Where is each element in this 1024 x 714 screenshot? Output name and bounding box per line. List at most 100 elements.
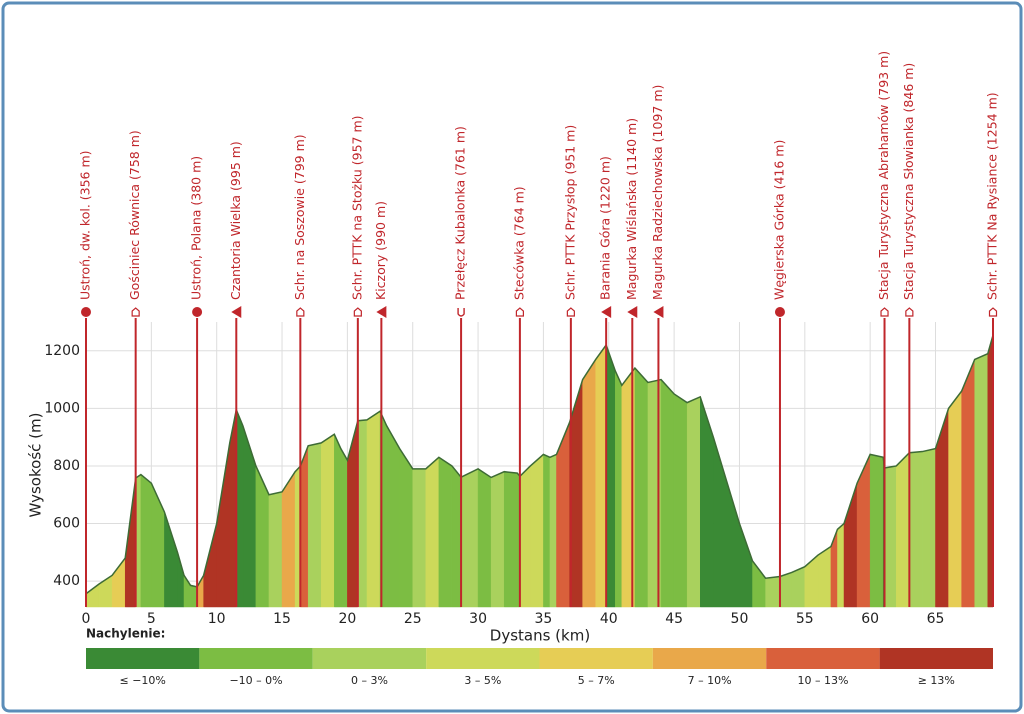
waypoint-marker <box>566 307 575 317</box>
x-tick-label: 25 <box>404 611 422 627</box>
x-tick-label: 5 <box>147 611 156 627</box>
waypoint-marker <box>774 307 785 317</box>
slope-segment <box>399 447 413 608</box>
legend-label: 5 – 7% <box>578 674 615 687</box>
x-tick-label: 65 <box>927 611 945 627</box>
slope-segment <box>837 522 845 608</box>
waypoint-label: Kiczory (990 m) <box>373 201 388 300</box>
waypoint-marker <box>988 307 998 317</box>
slope-segment <box>673 393 688 608</box>
legend-label: −10 – 0% <box>229 674 282 687</box>
legend-swatch <box>766 648 880 669</box>
waypoint-label: Węgierska Górka (416 m) <box>771 140 786 300</box>
waypoint-marker <box>231 306 242 318</box>
slope-segment <box>438 456 453 608</box>
slope-segment <box>490 471 505 608</box>
slope-segment <box>634 367 649 608</box>
legend-label: 7 – 10% <box>688 674 732 687</box>
waypoint-label: Stacja Turystyczna Abrahamów (793 m) <box>876 51 891 300</box>
legend-swatch <box>426 648 540 669</box>
waypoint-label: Schr. PTTK Przysłop (951 m) <box>562 125 577 300</box>
y-tick-label: 600 <box>53 516 80 532</box>
waypoint-marker <box>457 308 465 317</box>
y-tick-label: 1200 <box>44 343 80 359</box>
slope-segment <box>693 396 701 608</box>
waypoint-label: Ustroń, Polana (380 m) <box>189 156 204 300</box>
waypoint-marker <box>296 307 305 317</box>
waypoint-label: Magurka Radziechowska (1097 m) <box>650 85 665 300</box>
waypoint-marker <box>353 307 362 317</box>
legend-swatch <box>199 648 313 669</box>
legend-label: 10 – 13% <box>797 674 848 687</box>
slope-segment <box>660 378 675 608</box>
x-axis-label: Dystans (km) <box>490 627 590 645</box>
slope-segment <box>460 468 479 608</box>
waypoint-marker <box>376 306 387 318</box>
slope-segment <box>519 465 531 608</box>
slope-segment <box>451 465 462 608</box>
slope-segment <box>140 474 152 608</box>
slope-segment <box>791 566 806 608</box>
slope-segment <box>595 344 607 608</box>
legend-swatch <box>312 648 427 669</box>
x-tick-label: 40 <box>600 611 618 627</box>
slope-segment <box>549 454 557 608</box>
slope-segment <box>307 442 322 608</box>
slope-segment <box>281 470 296 608</box>
waypoint-label: Magurka Wiślańska (1140 m) <box>624 118 639 300</box>
slope-segment <box>425 456 440 608</box>
waypoint-marker <box>601 306 612 318</box>
y-tick-label: 400 <box>53 573 80 589</box>
waypoint-marker <box>81 307 91 317</box>
y-axis-label: Wysokość (m) <box>27 413 45 518</box>
slope-segment <box>909 451 923 608</box>
slope-segment <box>922 448 936 608</box>
waypoint-marker <box>515 307 524 317</box>
waypoint-label: Ustroń, dw. kol. (356 m) <box>78 150 93 300</box>
y-tick-label: 1000 <box>44 400 80 416</box>
waypoint-label: Schr. na Soszowie (799 m) <box>292 134 307 300</box>
waypoint-label: Barania Góra (1220 m) <box>598 156 613 300</box>
slope-segment <box>340 447 348 608</box>
waypoint-label: Gościniec Równica (758 m) <box>127 130 142 300</box>
slope-segment <box>817 546 832 608</box>
slope-segment <box>605 344 616 608</box>
slope-segment <box>334 434 342 608</box>
slope-segment <box>974 353 989 608</box>
legend-swatch <box>652 648 767 669</box>
slope-segment <box>530 453 544 608</box>
waypoint-label: Stacja Turystyczna Słowianka (846 m) <box>901 63 916 300</box>
slope-segment <box>896 452 910 608</box>
slope-segment <box>300 445 309 608</box>
waypoint-label: Czantoria Wielka (995 m) <box>228 141 243 300</box>
slope-segment <box>948 390 962 608</box>
slope-segment <box>320 433 335 608</box>
legend-label: 0 – 3% <box>351 674 388 687</box>
slope-segment <box>386 424 400 608</box>
slope-segment <box>268 491 283 608</box>
x-tick-label: 50 <box>731 611 749 627</box>
waypoint-marker <box>880 307 889 317</box>
y-tick-label: 800 <box>53 458 80 474</box>
slope-segment <box>543 454 551 608</box>
profile-line <box>85 335 994 595</box>
waypoint-marker <box>905 307 914 317</box>
legend-label: 3 – 5% <box>464 674 501 687</box>
x-tick-label: 45 <box>665 611 683 627</box>
slope-segment <box>615 370 623 608</box>
waypoint-marker <box>627 306 638 318</box>
slope-segment <box>582 358 596 608</box>
slope-segment <box>884 465 897 608</box>
slope-segment <box>647 380 658 608</box>
legend-swatch <box>879 648 993 669</box>
waypoint-marker <box>653 306 664 318</box>
legend-swatch <box>539 648 653 669</box>
waypoint-label: Schr. PTTK Na Rysiance (1254 m) <box>985 92 1000 300</box>
legend-title: Nachylenie: <box>86 627 165 641</box>
legend-label: ≤ −10% <box>119 674 165 687</box>
x-tick-label: 0 <box>82 611 91 627</box>
waypoint-marker <box>131 307 140 317</box>
x-tick-label: 15 <box>273 611 291 627</box>
waypoint-label: Stecówka (764 m) <box>511 186 526 300</box>
